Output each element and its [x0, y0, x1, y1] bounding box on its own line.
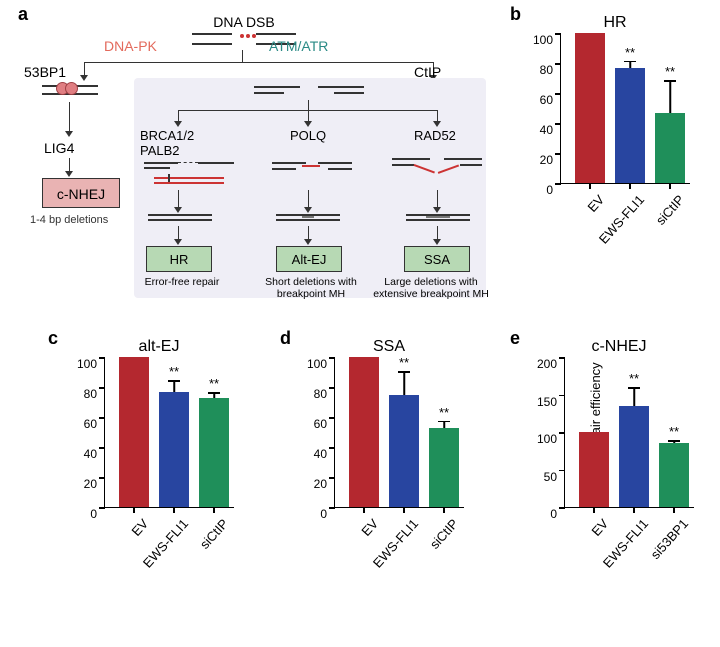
bar: **: [389, 395, 419, 508]
ytick-label: 0: [320, 507, 327, 521]
figure-root: a b c d e DNA DSB DNA-PK ATM/ATR 53BP1: [0, 0, 720, 647]
bar: **: [429, 428, 459, 508]
ytick-label: 40: [540, 123, 553, 137]
significance-marker: **: [399, 355, 409, 370]
significance-marker: **: [209, 376, 219, 391]
cnhej-box: c-NHEJ: [42, 178, 120, 208]
bar: [579, 432, 609, 507]
chart-title: alt-EJ: [74, 338, 244, 356]
ytick-label: 60: [540, 93, 553, 107]
ytick-label: 60: [314, 417, 327, 431]
ytick-label: 0: [90, 507, 97, 521]
ytick-label: 100: [77, 357, 97, 371]
bar: **: [655, 113, 685, 184]
bar: [119, 357, 149, 507]
hr-factors-label: BRCA1/2 PALB2: [140, 128, 194, 158]
altej-factor-label: POLQ: [290, 128, 326, 143]
significance-marker: **: [439, 405, 449, 420]
panel-label-b: b: [510, 4, 521, 25]
chart-hr: HR Relative repair efficiency020406080100…: [530, 14, 700, 184]
altej-box: Alt-EJ: [276, 246, 342, 272]
panel-label-c: c: [48, 328, 58, 349]
chart-ssa: SSA Relative repair efficiency02040608010…: [304, 338, 474, 508]
chart-plot: Relative repair efficiency020406080100EV…: [104, 358, 234, 508]
bar: **: [615, 68, 645, 184]
chart-title: SSA: [304, 338, 474, 356]
dsb-title: DNA DSB: [144, 14, 344, 30]
ssa-factor-label: RAD52: [414, 128, 456, 143]
chart-plot: Relative repair efficiency020406080100EV…: [560, 34, 690, 184]
bar: [349, 357, 379, 507]
ytick-label: 60: [84, 417, 97, 431]
cnhej-caption: 1-4 bp deletions: [30, 214, 108, 226]
panel-label-e: e: [510, 328, 520, 349]
ytick-label: 100: [307, 357, 327, 371]
significance-marker: **: [669, 424, 679, 439]
p53bp1-label: 53BP1: [24, 64, 66, 80]
ytick-label: 40: [314, 447, 327, 461]
significance-marker: **: [629, 371, 639, 386]
significance-marker: **: [625, 45, 635, 60]
hr-caption: Error-free repair: [134, 276, 230, 288]
chart-title: HR: [530, 14, 700, 32]
kinase-left-label: DNA-PK: [104, 38, 157, 54]
chart-plot: Relative repair efficiency020406080100EV…: [334, 358, 464, 508]
chart-cnhej: c-NHEJ Relative repair efficiency05010015…: [534, 338, 704, 508]
ytick-label: 20: [540, 153, 553, 167]
significance-marker: **: [169, 364, 179, 379]
significance-marker: **: [665, 64, 675, 79]
ssa-caption: Large deletions with extensive breakpoin…: [372, 276, 490, 300]
ytick-label: 20: [84, 477, 97, 491]
ssa-box: SSA: [404, 246, 470, 272]
bar: **: [659, 443, 689, 507]
ytick-label: 20: [314, 477, 327, 491]
resection-panel: BRCA1/2 PALB2 POLQ RAD52: [134, 78, 486, 298]
ytick-label: 80: [314, 387, 327, 401]
ytick-label: 100: [533, 33, 553, 47]
chart-altej: alt-EJ Relative repair efficiency02040608…: [74, 338, 244, 508]
hr-box: HR: [146, 246, 212, 272]
bar: **: [619, 406, 649, 507]
p53bp1-icon: [56, 82, 84, 96]
bar: [575, 33, 605, 183]
chart-title: c-NHEJ: [534, 338, 704, 356]
panel-a-diagram: DNA DSB DNA-PK ATM/ATR 53BP1 LIG: [24, 8, 484, 298]
ytick-label: 50: [544, 470, 557, 484]
ytick-label: 0: [546, 183, 553, 197]
bar: **: [199, 398, 229, 508]
ytick-label: 40: [84, 447, 97, 461]
ytick-label: 80: [84, 387, 97, 401]
ytick-label: 80: [540, 63, 553, 77]
bar: **: [159, 392, 189, 508]
ytick-label: 150: [537, 395, 557, 409]
panel-label-d: d: [280, 328, 291, 349]
altej-caption: Short deletions with breakpoint MH: [252, 276, 370, 300]
ytick-label: 0: [550, 507, 557, 521]
chart-plot: Relative repair efficiency050100150200EV…: [564, 358, 694, 508]
kinase-right-label: ATM/ATR: [269, 38, 328, 54]
ytick-label: 200: [537, 357, 557, 371]
lig4-label: LIG4: [44, 140, 74, 156]
ytick-label: 100: [537, 432, 557, 446]
